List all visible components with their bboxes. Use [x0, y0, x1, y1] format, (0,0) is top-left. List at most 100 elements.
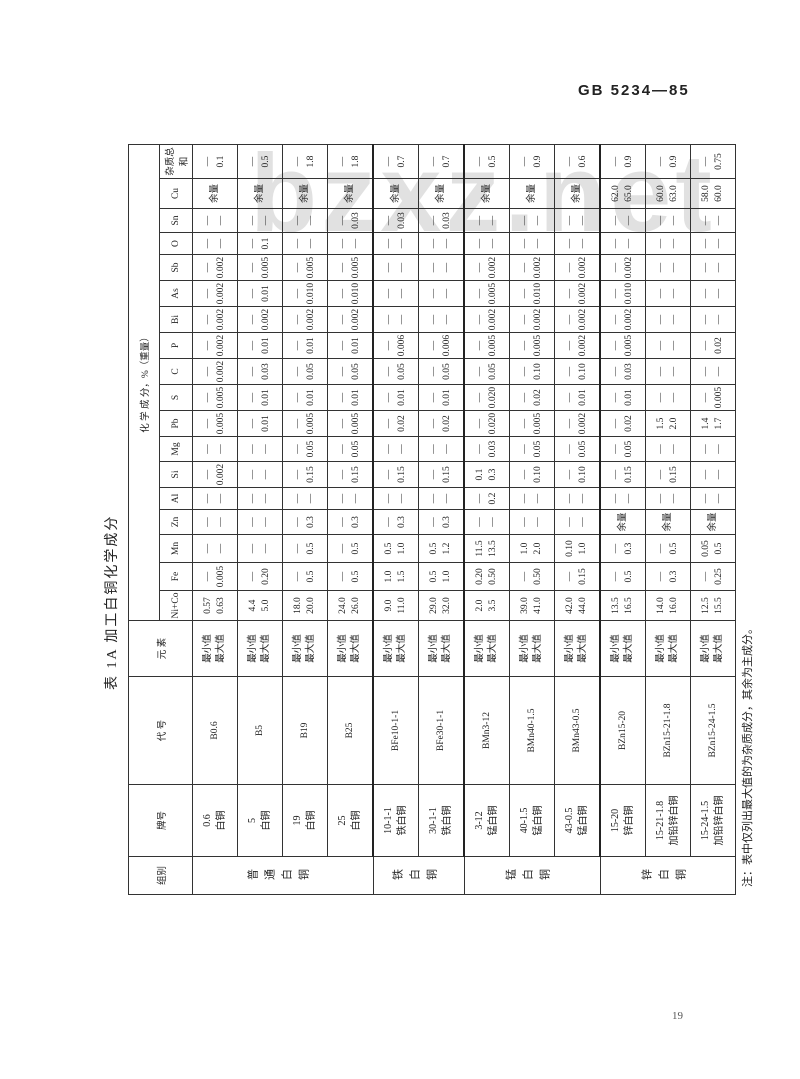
value-text: — — [397, 288, 407, 299]
value-cell: — — — [192, 232, 238, 255]
group-label: 铁白铜 — [391, 869, 443, 882]
value-text: 62.0 — [611, 185, 621, 202]
value-text: — — [669, 215, 679, 226]
value-cell: 0.57 0.63 — [192, 590, 238, 621]
value-text: 44.0 — [578, 597, 588, 614]
minmax-cell: 最小值 最大值 — [237, 620, 283, 677]
value-text: 0.01 — [351, 337, 361, 354]
value-text: 1.7 — [714, 417, 724, 430]
value-text: — — [714, 366, 724, 377]
value-cell: — — — [373, 254, 419, 281]
value-text: — — [248, 392, 258, 403]
value-cell: —0.01 — [237, 410, 283, 437]
brand-text: 铁白铜 — [397, 805, 408, 836]
value-cell: —0.3 — [600, 534, 646, 563]
group-label: 锌白铜 — [640, 869, 692, 882]
value-text: — — [520, 469, 530, 480]
value-text: 0.15 — [669, 466, 679, 483]
value-text: 0.010 — [306, 282, 316, 305]
brand-cell: 0.6 白铜 — [192, 784, 238, 857]
value-text: — — [533, 493, 543, 504]
value-text: — — [701, 262, 711, 273]
value-text: — — [578, 215, 588, 226]
value-text: 0.03 — [488, 440, 498, 458]
value-text: — — [429, 238, 439, 249]
minmax-cell: 最小值 最大值 — [418, 620, 464, 677]
value-text: — — [701, 156, 711, 167]
value-text: 0.005 — [714, 386, 724, 409]
value-text: — — [578, 493, 588, 504]
value-cell: 余量 — [600, 509, 646, 535]
value-cell: 13.5 16.5 — [600, 590, 646, 621]
value-cell: —0.20 — [237, 562, 283, 591]
value-text: 1.8 — [306, 155, 316, 168]
value-text: 0.7 — [442, 155, 452, 168]
brand-text: 加铅锌白铜 — [669, 795, 680, 846]
value-cell: —0.005 — [282, 254, 328, 281]
value-text: 0.3 — [397, 516, 407, 528]
value-text: 0.010 — [533, 282, 543, 305]
value-text: — — [669, 340, 679, 351]
value-text: 0.002 — [578, 334, 588, 357]
value-text: 0.006 — [397, 334, 407, 357]
value-cell: — — — [192, 436, 238, 462]
value-text: 余量 — [254, 184, 265, 204]
value-cell: —0.03 — [418, 208, 464, 233]
element-header: Mg — [159, 436, 193, 462]
value-cell: —0.05 — [464, 358, 510, 385]
value-cell: —0.005 — [327, 410, 373, 437]
value-cell: —0.005 — [509, 410, 555, 437]
value-text: — — [656, 156, 666, 167]
value-text: 0.9 — [669, 155, 679, 168]
value-cell: — — — [464, 232, 510, 255]
value-text: 余量 — [617, 512, 628, 532]
value-text: 0.002 — [578, 256, 588, 279]
value-text: 余量 — [209, 184, 220, 204]
value-cell: —0.002 — [192, 254, 238, 281]
brand-text: 白铜 — [306, 810, 317, 831]
value-text: 0.005 — [306, 256, 316, 279]
value-text: — — [397, 238, 407, 249]
element-header: O — [159, 232, 193, 255]
value-text: 0.05 — [351, 363, 361, 380]
value-cell: — — — [237, 509, 283, 535]
value-cell: —0.01 — [327, 384, 373, 411]
value-text: — — [293, 366, 303, 377]
value-text: — — [338, 392, 348, 403]
brand-cell: 3-12 锰白铜 — [464, 784, 510, 857]
value-cell: —0.002 — [192, 306, 238, 333]
value-text: 0.005 — [306, 412, 316, 435]
value-cell: —0.005 — [192, 384, 238, 411]
value-text: 0.01 — [397, 389, 407, 406]
value-text: — — [475, 493, 485, 504]
value-cell: — — — [418, 487, 464, 510]
value-text: 0.02 — [533, 389, 543, 406]
value-cell: —0.002 — [464, 306, 510, 333]
value-cell: —0.05 — [327, 436, 373, 462]
brand-text: 19 — [292, 815, 303, 826]
value-text: 0.9 — [533, 155, 543, 168]
value-cell: —0.5 — [645, 534, 691, 563]
value-cell: —0.02 — [373, 410, 419, 437]
value-text: 余量 — [707, 512, 718, 532]
value-cell: —0.5 — [327, 562, 373, 591]
value-text: 0.01 — [578, 389, 588, 406]
value-text: 0.05 — [533, 440, 543, 458]
value-cell: 18.0 20.0 — [282, 590, 328, 621]
value-text: — — [520, 156, 530, 167]
header-code: 代 号 — [128, 676, 193, 785]
value-text: — — [669, 444, 679, 454]
value-text: — — [669, 238, 679, 249]
value-text: 0.05 — [701, 540, 711, 557]
value-text: 0.005 — [533, 412, 543, 435]
value-text: — — [384, 314, 394, 325]
value-text: — — [669, 493, 679, 504]
value-cell: —0.005 — [282, 410, 328, 437]
value-cell: —0.002 — [192, 358, 238, 385]
value-text: — — [624, 215, 634, 226]
value-cell: — — — [373, 280, 419, 307]
value-text: — — [384, 418, 394, 429]
table-row: 5 白铜 B5 最小值 最大值 4.4 5.0—0.20— — — — — — — — — — —0.01—0.… — [237, 144, 283, 894]
value-text: — — [611, 288, 621, 299]
code-cell: BZn15-20 — [600, 676, 646, 785]
